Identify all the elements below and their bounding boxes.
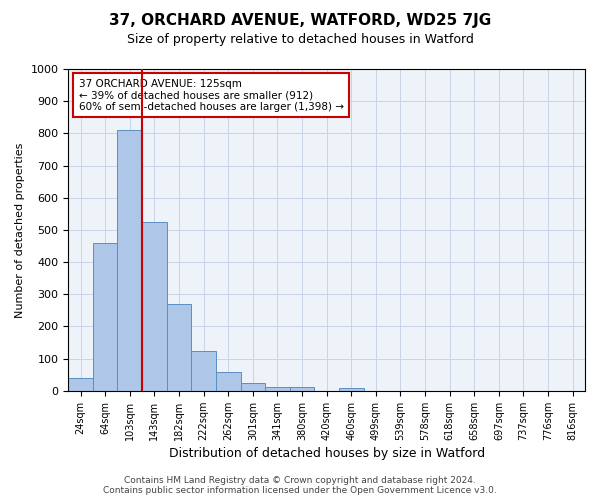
Bar	[142, 222, 167, 391]
Bar	[118, 130, 142, 391]
Bar	[265, 387, 290, 391]
Text: 37, ORCHARD AVENUE, WATFORD, WD25 7JG: 37, ORCHARD AVENUE, WATFORD, WD25 7JG	[109, 12, 491, 28]
Bar	[93, 243, 118, 391]
Bar	[290, 387, 314, 391]
Bar	[191, 350, 216, 391]
Y-axis label: Number of detached properties: Number of detached properties	[15, 142, 25, 318]
Bar	[339, 388, 364, 391]
Text: 37 ORCHARD AVENUE: 125sqm
← 39% of detached houses are smaller (912)
60% of semi: 37 ORCHARD AVENUE: 125sqm ← 39% of detac…	[79, 78, 344, 112]
Bar	[68, 378, 93, 391]
Bar	[241, 383, 265, 391]
Text: Contains HM Land Registry data © Crown copyright and database right 2024.
Contai: Contains HM Land Registry data © Crown c…	[103, 476, 497, 495]
Text: Size of property relative to detached houses in Watford: Size of property relative to detached ho…	[127, 32, 473, 46]
X-axis label: Distribution of detached houses by size in Watford: Distribution of detached houses by size …	[169, 447, 485, 460]
Bar	[167, 304, 191, 391]
Bar	[216, 372, 241, 391]
